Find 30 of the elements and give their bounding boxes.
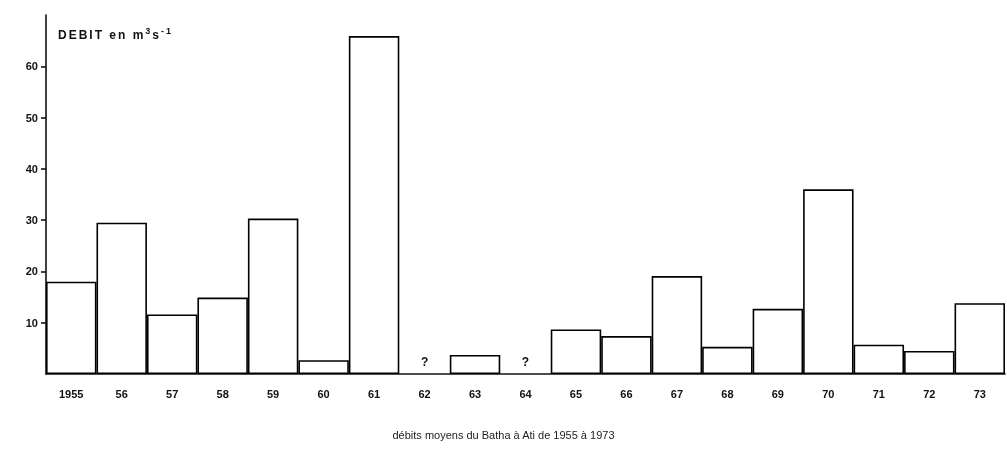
y-tick-label: 30: [25, 214, 38, 227]
annotation: ?: [420, 355, 429, 369]
y-tick-label: 60: [25, 60, 38, 73]
x-tick-label: 72: [923, 387, 936, 400]
x-tick-label: 63: [468, 387, 482, 400]
x-tick-label: 67: [670, 387, 684, 400]
x-tick-label: 59: [267, 387, 280, 400]
y-tick-label: 20: [25, 265, 38, 278]
y-tick-label: 40: [25, 162, 38, 175]
x-tick-label: 71: [872, 387, 885, 400]
x-tick-label: 73: [973, 387, 986, 400]
x-tick-label: 66: [620, 387, 633, 400]
annotation: ?: [521, 355, 530, 369]
x-tick-label: 60: [317, 387, 330, 400]
y-tick-label: 10: [25, 316, 38, 329]
y-axis-title: DEBIT en m$^{3}$s$^{-1}$: [58, 26, 174, 42]
x-tick-label: 64: [519, 387, 533, 400]
x-tick-label: 1955: [58, 387, 84, 400]
y-tick-label: 50: [25, 111, 38, 124]
x-tick-label: 56: [115, 387, 128, 400]
x-tick-label: 58: [216, 387, 229, 400]
x-tick-label: 70: [822, 387, 835, 400]
text: débits moyens du Batha à Ati de 1955 à 1973: [392, 428, 615, 441]
x-tick-label: 65: [569, 387, 583, 400]
x-tick-label: 62: [418, 387, 431, 400]
x-tick-label: 61: [367, 387, 381, 400]
x-tick-label: 68: [721, 387, 734, 400]
x-tick-label: 57: [166, 387, 179, 400]
bar: [449, 355, 501, 374]
x-tick-label: 69: [771, 387, 784, 400]
